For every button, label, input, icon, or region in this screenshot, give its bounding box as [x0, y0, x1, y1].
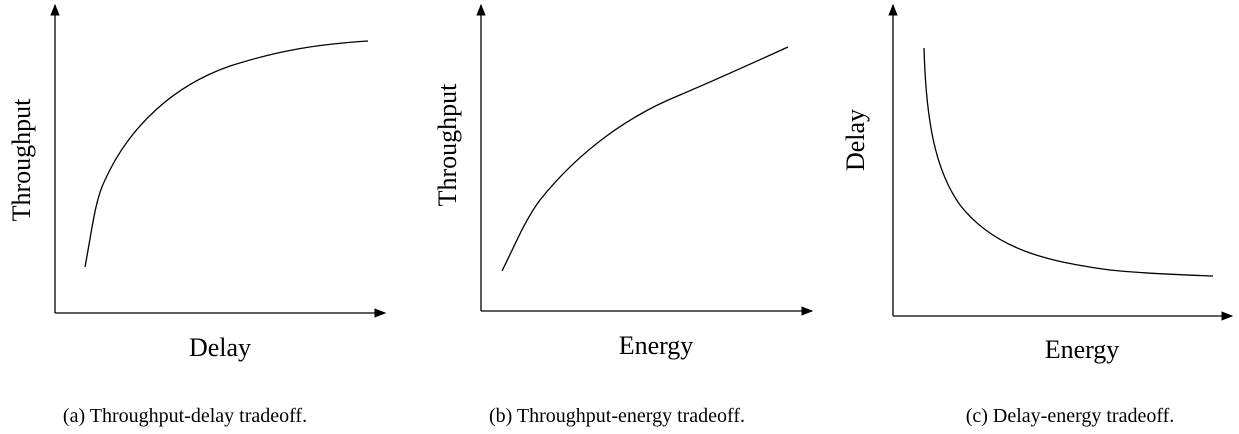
panel-c: Delay Energy (c) Delay-energy tradeoff.: [841, 3, 1234, 427]
x-label: Energy: [1045, 335, 1120, 364]
curve: [84, 40, 369, 268]
y-label: Delay: [841, 109, 870, 171]
x-label: Energy: [619, 331, 694, 360]
caption: (c) Delay-energy tradeoff.: [966, 405, 1175, 427]
x-label: Delay: [189, 333, 251, 362]
curve: [923, 47, 1214, 277]
caption: (a) Throughput-delay tradeoff.: [63, 405, 307, 427]
panel-b: Throughput Energy (b) Throughput-energy …: [433, 3, 814, 427]
caption: (b) Throughput-energy tradeoff.: [489, 405, 745, 427]
y-label: Throughput: [433, 83, 462, 207]
curve: [501, 46, 789, 272]
panel-a: Throughput Delay (a) Throughput-delay tr…: [7, 3, 387, 427]
y-label: Throughput: [7, 98, 36, 222]
